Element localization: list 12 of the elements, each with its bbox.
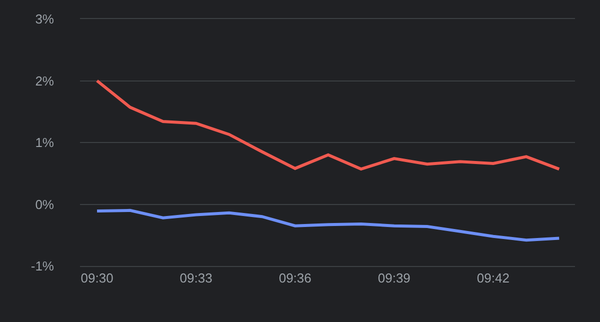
- y-tick-label: 3%: [35, 12, 54, 27]
- x-tick-label: 09:30: [80, 270, 114, 286]
- x-tick-label: 09:42: [476, 270, 510, 286]
- x-tick-label: 09:39: [378, 270, 410, 286]
- x-tick-label: 09:36: [278, 270, 312, 286]
- y-tick-label: -1%: [30, 258, 54, 274]
- y-tick-label: 0%: [35, 196, 54, 212]
- line-series: [96, 79, 561, 171]
- y-tick-label: 2%: [35, 73, 54, 88]
- y-tick-label: 1%: [35, 135, 54, 150]
- x-tick-label: 09:33: [180, 270, 212, 286]
- line-series: [96, 208, 561, 242]
